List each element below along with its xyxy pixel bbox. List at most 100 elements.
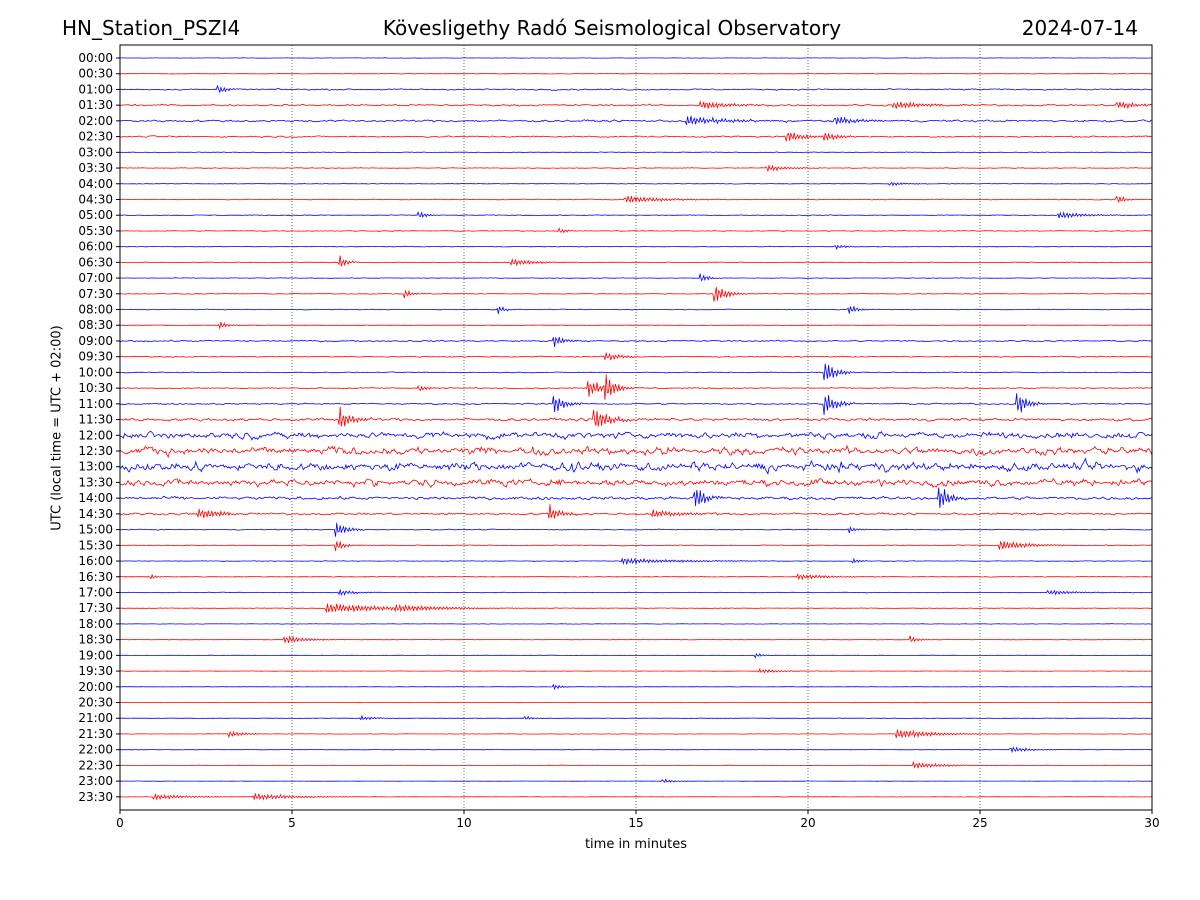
y-tick-label: 07:30 xyxy=(78,287,113,301)
y-tick-label: 03:00 xyxy=(78,145,113,159)
seismic-trace-row xyxy=(120,72,1153,75)
seismic-trace-row xyxy=(120,244,1153,251)
seismic-trace-row xyxy=(119,374,1152,400)
y-axis-label: UTC (local time = UTC + 02:00) xyxy=(49,325,65,531)
observatory-title: Kövesligethy Radó Seismological Observat… xyxy=(382,16,842,40)
seismic-trace-row xyxy=(119,352,1153,361)
y-tick-label: 05:30 xyxy=(78,224,113,238)
y-tick-label: 09:30 xyxy=(78,350,113,364)
y-tick-label: 20:00 xyxy=(78,680,113,694)
seismic-trace-row xyxy=(120,273,1153,282)
seismic-trace-row xyxy=(120,321,1152,330)
y-tick-label: 19:00 xyxy=(78,648,113,662)
x-tick-label: 20 xyxy=(800,816,815,830)
y-tick-label: 23:30 xyxy=(78,790,113,804)
y-tick-label: 02:00 xyxy=(78,114,113,128)
seismic-trace-row xyxy=(119,557,1153,566)
y-tick-label: 04:00 xyxy=(78,177,113,191)
y-tick-label: 07:00 xyxy=(78,271,113,285)
seismic-trace-row xyxy=(119,683,1153,691)
seismic-trace-row xyxy=(119,115,1153,125)
seismic-trace-row xyxy=(120,760,1153,769)
seismic-trace-row xyxy=(119,793,1152,801)
seismic-trace-row xyxy=(119,100,1153,110)
x-tick-label: 5 xyxy=(288,816,296,830)
seismic-trace-row xyxy=(120,151,1153,154)
date-title: 2024-07-14 xyxy=(1021,16,1138,40)
seismic-trace-row xyxy=(119,84,1153,94)
y-tick-label: 12:30 xyxy=(78,444,113,458)
x-axis-ticks: 0 5 10 15 20 25 30 xyxy=(116,810,1160,830)
y-tick-label: 23:00 xyxy=(78,774,113,788)
x-tick-label: 30 xyxy=(1144,816,1159,830)
y-tick-label: 12:00 xyxy=(78,428,113,442)
y-tick-label: 06:30 xyxy=(78,255,113,269)
seismic-trace-row xyxy=(119,487,1153,509)
y-tick-label: 01:30 xyxy=(78,98,113,112)
seismic-trace-row xyxy=(120,522,1153,537)
y-tick-label: 18:00 xyxy=(78,617,113,631)
x-tick-label: 0 xyxy=(116,816,124,830)
x-tick-label: 15 xyxy=(628,816,643,830)
seismic-trace-row xyxy=(120,306,1153,314)
y-tick-label: 11:00 xyxy=(78,397,113,411)
y-tick-label: 00:00 xyxy=(78,51,113,65)
seismic-trace-row xyxy=(119,132,1153,142)
y-tick-label: 15:00 xyxy=(78,523,113,537)
seismic-trace-row xyxy=(119,701,1153,704)
seismic-trace-row xyxy=(120,714,1153,721)
seismic-trace-row xyxy=(120,363,1153,381)
seismic-trace-row xyxy=(119,635,1153,644)
seismic-trace-row xyxy=(119,444,1153,459)
grid-lines xyxy=(291,45,981,810)
seismic-trace-row xyxy=(119,393,1153,415)
seismic-trace-row xyxy=(119,477,1153,489)
y-tick-label: 22:00 xyxy=(78,743,113,757)
seismic-trace-row xyxy=(119,430,1153,441)
seismic-trace-row xyxy=(119,227,1153,234)
y-tick-label: 04:30 xyxy=(78,192,113,206)
y-tick-label: 13:00 xyxy=(78,460,113,474)
y-tick-label: 20:30 xyxy=(78,696,113,710)
y-tick-label: 16:00 xyxy=(78,554,113,568)
y-tick-label: 08:30 xyxy=(78,318,113,332)
seismic-trace-row xyxy=(119,572,1152,581)
y-tick-label: 13:30 xyxy=(78,475,113,489)
x-tick-label: 10 xyxy=(456,816,471,830)
y-tick-label: 15:30 xyxy=(78,538,113,552)
seismic-trace-row xyxy=(119,457,1153,475)
seismic-trace-row xyxy=(119,540,1153,551)
seismic-trace-row xyxy=(120,603,1153,614)
seismic-trace-row xyxy=(119,652,1152,659)
y-tick-label: 09:00 xyxy=(78,334,113,348)
seismic-trace-row xyxy=(120,778,1153,783)
station-title: HN_Station_PSZI4 xyxy=(62,16,241,40)
seismic-trace-row xyxy=(120,623,1152,625)
seismic-trace-row xyxy=(119,406,1152,427)
y-tick-label: 14:30 xyxy=(78,507,113,521)
y-tick-label: 06:00 xyxy=(78,240,113,254)
y-tick-label: 17:30 xyxy=(78,601,113,615)
y-tick-label: 05:00 xyxy=(78,208,113,222)
y-tick-label: 21:30 xyxy=(78,727,113,741)
seismic-trace-row xyxy=(120,211,1153,219)
x-axis-label: time in minutes xyxy=(584,837,688,852)
seismic-trace-row xyxy=(120,588,1152,597)
seismic-trace-row xyxy=(120,287,1153,302)
y-tick-label: 19:30 xyxy=(78,664,113,678)
y-tick-label: 21:00 xyxy=(78,711,113,725)
seismic-trace-row xyxy=(119,164,1153,173)
seismic-trace-row xyxy=(119,667,1152,674)
y-tick-label: 22:30 xyxy=(78,758,113,772)
seismic-traces xyxy=(119,57,1153,801)
seismic-trace-row xyxy=(119,336,1152,348)
y-tick-label: 17:00 xyxy=(78,585,113,599)
y-tick-label: 02:30 xyxy=(78,130,113,144)
y-tick-label: 01:00 xyxy=(78,82,113,96)
seismic-trace-row xyxy=(119,729,1152,739)
seismic-trace-row xyxy=(119,181,1153,187)
y-tick-label: 10:00 xyxy=(78,365,113,379)
